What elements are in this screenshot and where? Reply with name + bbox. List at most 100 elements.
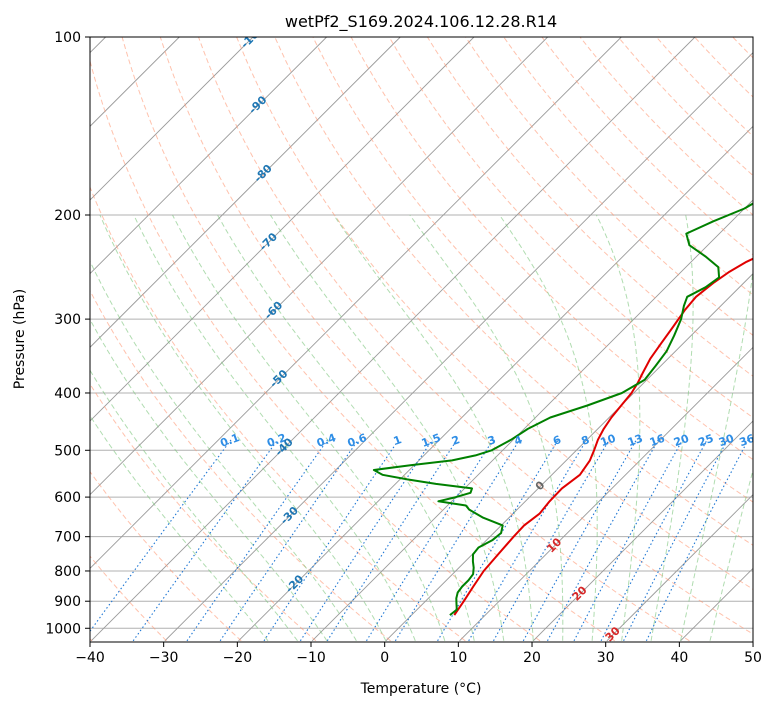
mixing-ratio-line xyxy=(522,439,637,642)
mixing-ratio-label: 2 xyxy=(450,433,462,448)
moist-adiabat-line xyxy=(133,214,416,641)
isotherm-line xyxy=(90,37,254,201)
moist-adiabat-line xyxy=(650,214,694,641)
dry-adiabat-line xyxy=(90,59,541,642)
mixing-ratio-label: 30 xyxy=(717,432,736,450)
moist-adiabats xyxy=(90,214,753,642)
x-tick-label: −10 xyxy=(296,650,326,666)
x-tick-label: 40 xyxy=(670,650,688,666)
chart-title: wetPf2_S169.2024.106.12.28.R14 xyxy=(285,12,557,32)
isotherm-line xyxy=(385,273,753,642)
dry-adiabat-line xyxy=(90,470,242,642)
mixing-ratio-line xyxy=(493,439,610,642)
dry-adiabats xyxy=(90,37,753,642)
mixing-ratio-label: 3 xyxy=(486,433,498,448)
mixing-ratio-line xyxy=(186,439,328,642)
dry-adiabat-line xyxy=(236,37,753,590)
x-tick-label: 50 xyxy=(744,650,762,666)
mixing-ratio-label: 16 xyxy=(648,432,667,450)
mixing-ratio-label: 10 xyxy=(599,432,618,450)
moist-adiabat-line xyxy=(90,414,269,642)
mixing-ratio-line xyxy=(547,439,659,642)
moist-adiabat-line xyxy=(90,318,328,642)
isotherm-line xyxy=(90,37,622,569)
mixing-ratio-label: 1 xyxy=(392,433,404,448)
mixing-ratio-label: 0.6 xyxy=(346,431,369,450)
mixing-ratio-line xyxy=(645,439,749,642)
y-axis-label: Pressure (hPa) xyxy=(12,289,28,389)
isotherm-line xyxy=(164,52,753,642)
moist-adiabat-line xyxy=(499,214,598,641)
moist-adiabat-line xyxy=(90,260,357,642)
dry-adiabat-line xyxy=(90,555,167,642)
dry-adiabat-line xyxy=(90,383,317,642)
mixing-ratio-line xyxy=(326,439,458,642)
y-tick-label: 300 xyxy=(54,312,81,328)
y-tick-label: 700 xyxy=(54,530,81,546)
mixing-ratio-line xyxy=(437,439,559,642)
isotherm-line xyxy=(532,420,753,642)
y-tick-label: 800 xyxy=(54,564,81,580)
moist-adiabat-line xyxy=(709,468,753,641)
y-tick-label: 400 xyxy=(54,386,81,402)
isotherm-line xyxy=(459,346,753,642)
mixing-ratio-label: 6 xyxy=(551,433,563,448)
mixing-ratio-label: 8 xyxy=(580,433,592,448)
isotherm-line xyxy=(90,37,548,496)
dry-adiabat-line xyxy=(274,37,753,546)
isotherm-line xyxy=(90,37,401,348)
x-tick-label: −30 xyxy=(149,650,179,666)
y-tick-label: 600 xyxy=(54,490,81,506)
mixing-ratio-line xyxy=(263,439,400,642)
y-tick-label: 100 xyxy=(54,30,81,46)
mixing-ratio-label: 25 xyxy=(697,432,716,449)
y-tick-label: 900 xyxy=(54,594,81,610)
mixing-ratio-line xyxy=(366,439,494,642)
mixing-ratio-line xyxy=(299,439,433,642)
isotherm-line xyxy=(238,125,753,642)
plot-frame xyxy=(89,36,754,643)
y-tick-label: 1000 xyxy=(45,621,81,637)
mixing-ratio-label: 20 xyxy=(672,432,691,450)
x-tick-label: −40 xyxy=(75,650,105,666)
sounding-traces xyxy=(372,202,753,616)
x-axis-label: Temperature (°C) xyxy=(360,681,482,697)
x-tick-label: 20 xyxy=(523,650,541,666)
moist-adiabat-line xyxy=(409,214,564,641)
mixing-ratio-label: 36 xyxy=(738,432,757,450)
y-tick-label: 200 xyxy=(54,208,81,224)
isotherm-line xyxy=(90,37,696,642)
dry-adiabat-line xyxy=(90,185,466,642)
isotherm-line xyxy=(90,37,327,275)
mixing-ratio-line xyxy=(90,439,232,633)
mixing-ratio-label: 0.4 xyxy=(315,431,338,450)
x-tick-label: −20 xyxy=(223,650,253,666)
mixing-ratio-label: 0.1 xyxy=(218,431,241,450)
x-tick-label: 30 xyxy=(597,650,615,666)
moist-adiabat-line xyxy=(172,214,446,641)
x-tick-label: 0 xyxy=(380,650,389,666)
isotherm-line xyxy=(606,494,753,642)
pressure-grid xyxy=(90,37,753,629)
x-tick-label: 10 xyxy=(449,650,467,666)
dry-adiabat-line xyxy=(159,37,690,642)
isotherm-line xyxy=(311,199,753,642)
mixing-ratio-line xyxy=(468,439,588,642)
y-tick-label: 500 xyxy=(54,443,81,459)
dry-adiabat-line xyxy=(503,37,753,296)
moist-adiabat-line xyxy=(680,267,753,641)
dewpoint-line xyxy=(372,202,753,616)
temperature-line xyxy=(453,257,753,616)
moist-adiabat-line xyxy=(595,214,641,641)
mixing-ratio-label: 0.2 xyxy=(265,431,288,450)
dry-adiabat-line xyxy=(121,37,615,642)
mixing-ratio-line xyxy=(394,439,520,642)
isotherm-line xyxy=(90,37,475,422)
y-axis: 100 200 300 400 500 600 700 800 900 1000 xyxy=(45,30,90,637)
mixing-ratio-lines xyxy=(90,439,749,642)
mixing-ratio-label: 4 xyxy=(512,433,524,448)
dry-adiabat-line xyxy=(198,37,753,635)
isotherm-lines xyxy=(90,37,753,642)
dry-adiabat-line xyxy=(90,289,391,642)
